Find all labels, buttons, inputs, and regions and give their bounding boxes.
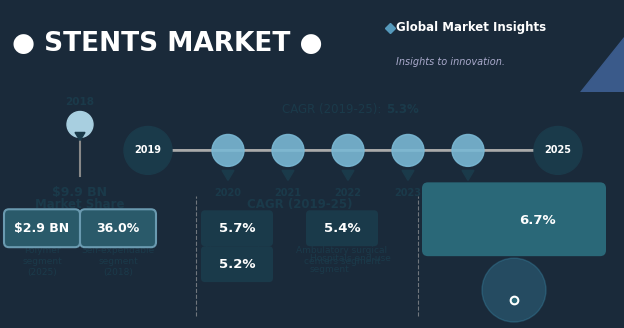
Text: 2018: 2018 [66,96,94,107]
FancyBboxPatch shape [201,246,273,282]
Text: $9.9 BN: $9.9 BN [52,186,107,199]
Circle shape [332,134,364,166]
FancyBboxPatch shape [80,209,156,247]
Text: 2020: 2020 [215,188,241,198]
Text: 5.4%: 5.4% [324,222,360,235]
Text: 6.7%: 6.7% [519,214,555,227]
Text: 2025: 2025 [545,145,572,155]
Circle shape [67,112,93,137]
Text: Market Share: Market Share [35,198,125,211]
Text: 2024: 2024 [454,188,482,198]
Text: 2021: 2021 [275,188,301,198]
Text: CAGR (2019-25):: CAGR (2019-25): [282,104,385,116]
Text: Polymer
segment
(2025): Polymer segment (2025) [22,246,62,277]
Text: 36.0%: 36.0% [96,222,140,235]
Polygon shape [580,37,624,92]
Text: Insights to innovation.: Insights to innovation. [396,57,505,68]
Text: (2019-25): 6.7%: (2019-25): 6.7% [463,214,565,227]
Polygon shape [75,133,85,140]
Circle shape [452,134,484,166]
Text: >$14.0 BN: >$14.0 BN [523,190,593,203]
Text: $2.9 BN: $2.9 BN [14,222,69,235]
Polygon shape [222,170,234,180]
Text: 5.7%: 5.7% [219,222,255,235]
Text: Ambulatory surgical
centers segment: Ambulatory surgical centers segment [296,246,388,266]
Circle shape [482,258,546,322]
Polygon shape [342,170,354,180]
FancyBboxPatch shape [422,182,606,256]
Text: Global Market Insights: Global Market Insights [396,21,547,34]
Text: 5.3%: 5.3% [386,104,419,116]
Text: ● STENTS MARKET ●: ● STENTS MARKET ● [12,31,323,57]
Text: 5.2%: 5.2% [219,258,255,271]
Circle shape [212,134,244,166]
Text: 2019: 2019 [135,145,162,155]
Circle shape [272,134,304,166]
Text: Neurovascular
stents segment: Neurovascular stents segment [202,246,272,266]
FancyBboxPatch shape [201,210,273,246]
Text: Hospitals end-use
segment: Hospitals end-use segment [310,254,391,274]
FancyBboxPatch shape [306,210,378,246]
Text: APAC market CAGR: APAC market CAGR [457,193,570,206]
Polygon shape [462,170,474,180]
Text: 2022: 2022 [334,188,361,198]
Circle shape [392,134,424,166]
Text: Self-expendable
segment
(2018): Self-expendable segment (2018) [81,246,155,277]
Polygon shape [282,170,294,180]
Text: 2023: 2023 [394,188,421,198]
Polygon shape [402,170,414,180]
Circle shape [124,127,172,174]
FancyBboxPatch shape [4,209,80,247]
Circle shape [534,127,582,174]
Text: CAGR (2019-25): CAGR (2019-25) [247,198,353,211]
